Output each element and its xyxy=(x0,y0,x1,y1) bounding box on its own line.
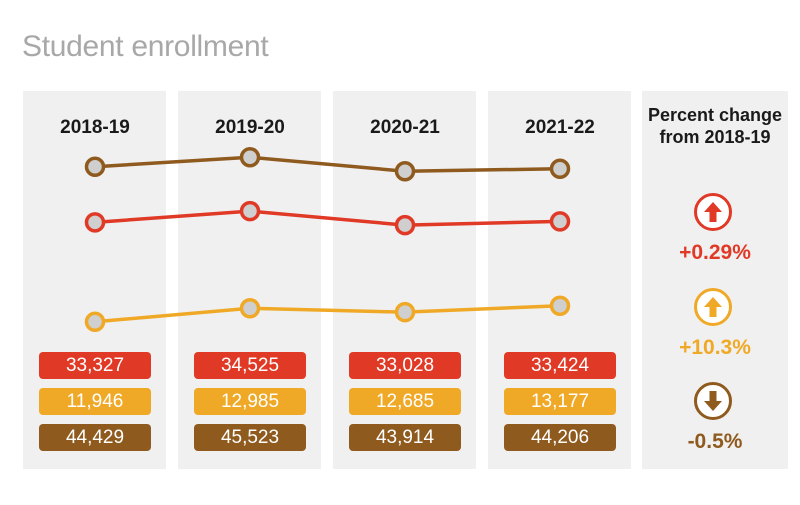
data-point-total-2019-20 xyxy=(239,147,261,168)
value-badge-total-2019-20: 45,523 xyxy=(194,424,306,451)
data-point-total-2020-21 xyxy=(394,161,416,182)
value-badge-gold-2020-21: 12,685 xyxy=(349,388,461,415)
value-badge-total-2021-22: 44,206 xyxy=(504,424,616,451)
data-point-red-2019-20 xyxy=(239,200,261,222)
arrow-up-icon xyxy=(694,193,732,231)
arrow-down-icon xyxy=(694,382,732,420)
series-line-gold xyxy=(94,304,561,324)
percent-change-red: +0.29% xyxy=(679,241,751,264)
data-point-gold-2020-21 xyxy=(394,301,416,323)
value-badge-red-2018-19: 33,327 xyxy=(39,352,151,379)
year-label-2018-19: 2018-19 xyxy=(60,117,130,138)
percent-change-gold: +10.3% xyxy=(679,336,751,359)
data-point-red-2018-19 xyxy=(84,212,106,233)
value-badge-gold-2021-22: 13,177 xyxy=(504,388,616,415)
percent-change-total: -0.5% xyxy=(687,430,743,453)
data-point-gold-2018-19 xyxy=(84,311,106,333)
data-point-gold-2021-22 xyxy=(549,295,571,317)
value-badge-total-2020-21: 43,914 xyxy=(349,424,461,451)
value-badge-red-2019-20: 34,525 xyxy=(194,352,306,379)
data-point-gold-2019-20 xyxy=(239,298,261,319)
year-label-2020-21: 2020-21 xyxy=(370,117,440,138)
percent-change-heading: Percent change from 2018-19 xyxy=(647,105,783,147)
value-badge-red-2020-21: 33,028 xyxy=(349,352,461,379)
value-badge-gold-2018-19: 11,946 xyxy=(39,388,151,415)
year-label-2019-20: 2019-20 xyxy=(215,117,285,138)
data-point-red-2021-22 xyxy=(549,211,571,232)
value-badge-red-2021-22: 33,424 xyxy=(504,352,616,379)
series-line-red xyxy=(94,209,561,227)
year-label-2021-22: 2021-22 xyxy=(525,117,595,138)
value-badge-total-2018-19: 44,429 xyxy=(39,424,151,451)
arrow-up-icon xyxy=(694,288,732,326)
data-point-total-2018-19 xyxy=(84,156,106,178)
value-badge-gold-2019-20: 12,985 xyxy=(194,388,306,415)
chart-title: Student enrollment xyxy=(22,30,269,63)
series-line-total xyxy=(94,155,561,174)
data-point-total-2021-22 xyxy=(549,158,571,179)
data-point-red-2020-21 xyxy=(394,214,416,236)
